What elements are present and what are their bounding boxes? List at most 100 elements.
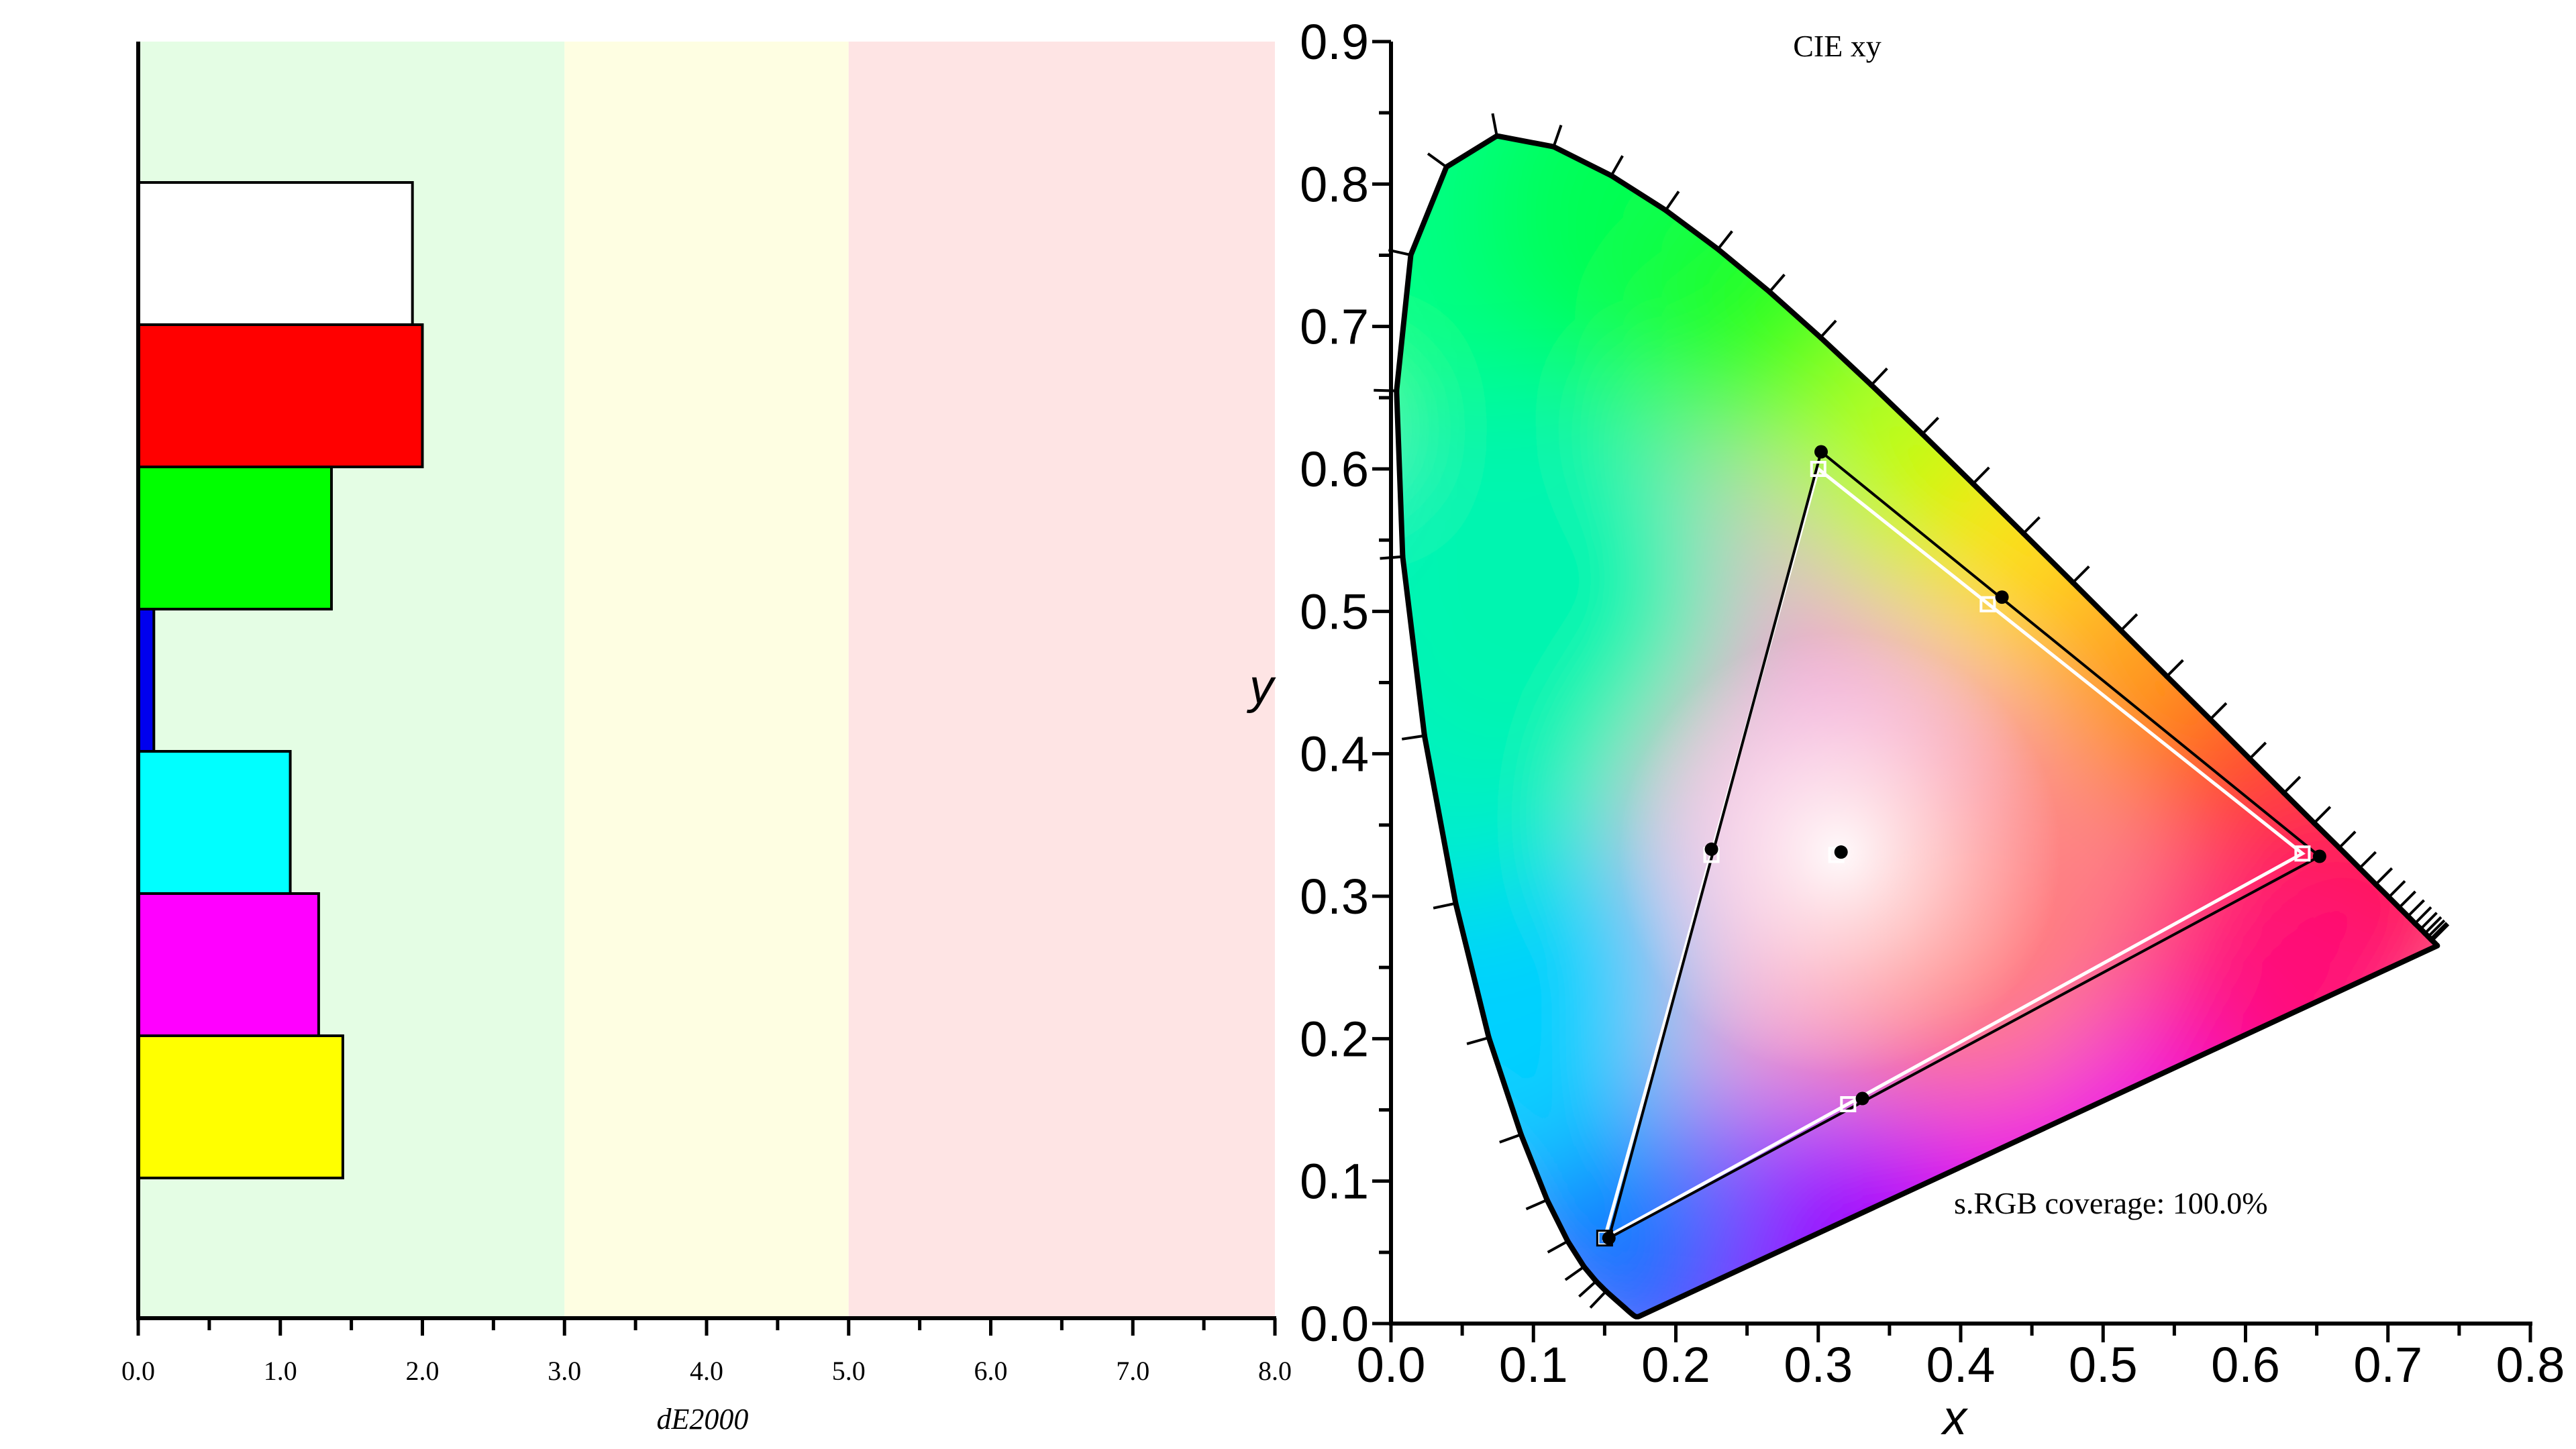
de2000-bar [137,1034,344,1179]
cie-chart-title: CIE xy [1793,29,1882,63]
wavelength-tick [1564,1264,1588,1281]
cie-xy-chart: 0.0 0.1 0.2 0.3 0.4 0.5 0.6 0.7 0.8 0.0 0.1 0.2 0.3 0… [1246,14,2565,1445]
measured-point-marker [1834,845,1848,859]
wavelength-tick [2373,867,2393,888]
de2000-x-ticks: 0.0 1.0 2.0 3.0 4.0 5.0 6.0 7.0 8.0 [121,1318,1292,1386]
spectral-locus-fill [1396,136,2438,1317]
measured-point-marker [1814,445,1828,459]
y-tick-label: 0.8 [1300,156,1369,212]
x-tick-label: 6.0 [974,1356,1008,1386]
reference-point-marker [1810,461,1826,477]
wavelength-tick [2412,906,2432,926]
x-tick-label: 3.0 [548,1356,581,1386]
srgb-coverage-annotation: s.RGB coverage: 100.0% [1954,1186,2268,1220]
x-tick-label: 8.0 [1258,1356,1292,1386]
y-tick-label: 0.7 [1300,299,1369,355]
wavelength-tick [1466,1035,1492,1046]
reference-point-marker [1979,596,1996,612]
wavelength-tick [2422,916,2442,936]
wavelength-tick [2429,923,2450,944]
x-tick-label: 0.4 [1926,1337,1996,1393]
x-tick-label: 0.3 [1784,1337,1853,1393]
y-tick-label: 0.2 [1300,1011,1369,1067]
measured-point-marker [2312,849,2326,863]
wavelength-tick [1715,230,1733,252]
x-tick-label: 0.2 [1641,1337,1710,1393]
de2000-bars [137,181,424,1179]
wavelength-tick [1374,388,1400,392]
wavelength-tick [2207,702,2228,722]
measured-point-marker [1602,1231,1616,1245]
wavelength-tick [1427,152,1449,170]
x-tick-label: 2.0 [406,1356,440,1386]
measured-point-marker [1995,590,2009,604]
wavelength-tick [2336,830,2357,851]
de2000-bar [137,892,320,1037]
wavelength-tick [1817,319,1837,341]
measured-point-marker [1855,1091,1869,1106]
tolerance-band [564,42,849,1318]
wavelength-tick [2020,516,2041,537]
x-tick-label: 0.0 [1357,1337,1426,1393]
gamut-points [1596,445,2326,1247]
cie-y-axis-label: y [1246,660,1276,714]
wavelength-tick [1608,155,1624,179]
y-tick-label: 0.3 [1300,869,1369,924]
wavelength-tick [1491,113,1499,139]
reference-point-marker [1840,1096,1857,1113]
x-tick-label: 1.0 [264,1356,297,1386]
x-tick-label: 0.0 [121,1356,155,1386]
wavelength-tick [1547,1238,1571,1254]
x-tick-label: 7.0 [1116,1356,1149,1386]
wavelength-tick [1525,1197,1551,1211]
de2000-bar [137,323,424,468]
wavelength-tick [2428,922,2448,942]
x-tick-label: 0.6 [2211,1337,2280,1393]
wavelength-tick [2118,613,2139,634]
tolerance-band [848,42,1275,1318]
de2000-bar [137,608,156,753]
y-tick-label: 0.5 [1300,584,1369,639]
x-tick-label: 0.5 [2069,1337,2138,1393]
wavelength-tick [1589,1288,1609,1309]
wavelength-tick [2418,912,2438,932]
x-tick-label: 0.7 [2353,1337,2422,1393]
wavelength-tick [2385,879,2406,900]
y-tick-label: 0.6 [1300,441,1369,497]
de2000-bar [137,181,414,326]
wavelength-tick [1551,124,1563,150]
x-tick-label: 5.0 [832,1356,866,1386]
wavelength-tick [2425,919,2446,940]
wavelength-tick [1663,191,1680,213]
wavelength-tick [1868,367,1888,388]
wavelength-tick [1919,417,1940,437]
chromaticity-color-blob [1396,381,1735,784]
de2000-bar-chart: 0.0 1.0 2.0 3.0 4.0 5.0 6.0 7.0 8.0 dE2000 [121,42,1292,1436]
wavelength-tick [1401,734,1428,741]
wavelength-tick [1499,1132,1525,1144]
wavelength-tick [2164,659,2184,680]
wavelength-tick [1970,466,1990,487]
wavelength-tick [2281,775,2302,796]
de2000-bar [137,466,333,610]
cie-axis-ticks: 0.0 0.1 0.2 0.3 0.4 0.5 0.6 0.7 0.8 0.0 0.1 0.2 0.3 0… [1300,14,2565,1393]
wavelength-tick [2396,890,2416,911]
wavelength-tick [2247,741,2267,762]
measured-point-marker [1704,842,1718,856]
wavelength-tick [2311,806,2332,826]
y-tick-label: 0.1 [1300,1154,1369,1210]
x-tick-label: 0.8 [2496,1337,2565,1393]
x-tick-label: 4.0 [690,1356,723,1386]
y-tick-label: 0.0 [1300,1296,1369,1352]
wavelength-tick [2357,851,2377,871]
spectral-locus-wavelength-ticks [1374,113,2450,1309]
cie-x-axis-label: x [1941,1391,1969,1445]
de2000-bar [137,750,292,895]
y-tick-label: 0.4 [1300,727,1369,782]
reference-point-marker [2294,845,2311,862]
wavelength-tick [1767,274,1786,295]
wavelength-tick [1433,901,1459,910]
wavelength-tick [2405,899,2425,920]
x-tick-label: 0.1 [1499,1337,1568,1393]
